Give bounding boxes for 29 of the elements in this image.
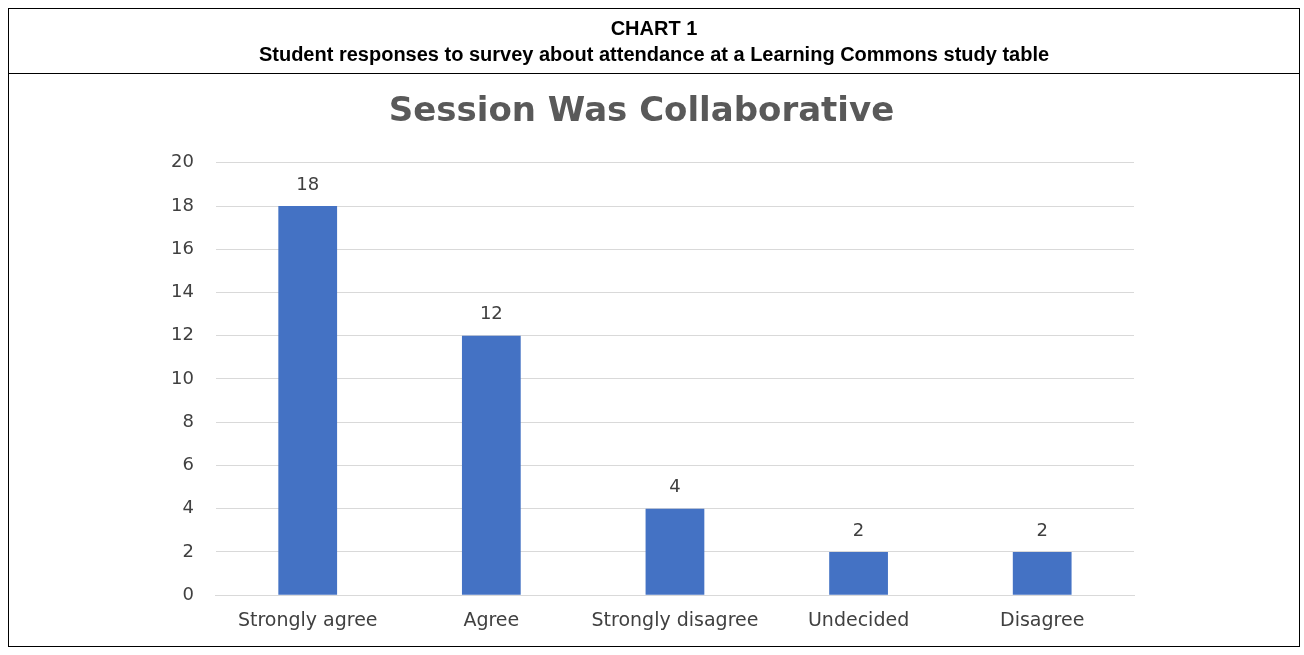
- bar: [278, 206, 338, 595]
- bar: [829, 551, 888, 595]
- x-tick-label: Strongly agree: [237, 607, 378, 630]
- y-tick-label: 20: [171, 150, 194, 172]
- bar: [461, 335, 521, 595]
- y-tick-label: 16: [171, 236, 194, 258]
- text: Student responses to survey about attendance at a Learning Commons study table: [257, 42, 1051, 67]
- chart-title: Session Was Collaborative: [388, 89, 895, 130]
- y-tick-label: 2: [182, 539, 194, 561]
- y-tick-label: 10: [171, 366, 194, 388]
- data-label: 2: [1036, 518, 1048, 540]
- y-tick-label: 14: [171, 280, 194, 302]
- x-tick-label: Disagree: [1000, 607, 1085, 630]
- y-tick-label: 4: [182, 496, 194, 518]
- x-tick-label: Strongly disagree: [591, 607, 759, 630]
- data-label: 12: [479, 302, 503, 324]
- data-label: 2: [852, 518, 865, 540]
- bar: [1012, 551, 1072, 595]
- data-label: 4: [669, 475, 681, 497]
- x-tick-label: Agree: [463, 607, 520, 630]
- y-tick-label: 6: [182, 453, 194, 475]
- y-tick-label: 8: [182, 409, 194, 431]
- x-tick-label: Undecided: [807, 607, 910, 630]
- data-label: 18: [296, 172, 320, 194]
- bar: [645, 508, 705, 595]
- y-tick-label: 12: [171, 323, 194, 345]
- caption: CHART 1: [609, 16, 699, 41]
- y-tick-label: 18: [171, 193, 194, 215]
- y-tick-label: 0: [182, 582, 194, 604]
